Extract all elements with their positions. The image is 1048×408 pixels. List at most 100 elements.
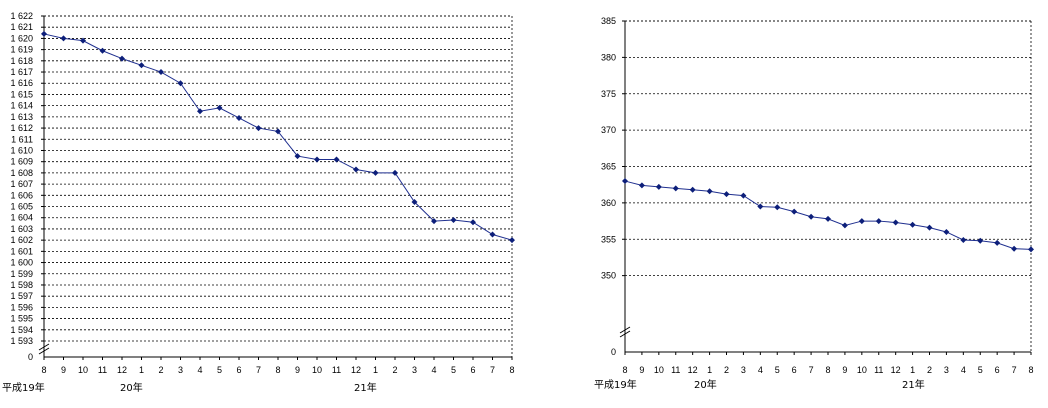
data-point [99,47,106,54]
x-tick-label: 7 [1012,365,1017,375]
y-tick-label: 1 611 [11,134,33,144]
y-tick-label: 365 [601,162,616,172]
x-tick-label: 8 [1028,365,1033,375]
data-point [255,125,262,132]
y-tick-label: 1 600 [10,258,33,268]
data-point [875,218,882,225]
data-point [333,156,340,163]
data-point [138,62,145,69]
x-tick-label: 10 [654,365,664,375]
x-tick-label: 1 [139,365,144,375]
y-tick-label: 1 595 [10,314,33,324]
y-tick-label: 370 [601,125,616,135]
axis-break-mark [38,343,50,351]
y-tick-label: 385 [601,16,616,26]
x-tick-label: 6 [995,365,1000,375]
y-tick-label: 1 596 [10,302,33,312]
x-tick-label: 5 [451,365,456,375]
x-tick-label: 2 [724,365,729,375]
x-tick-label: 1 [910,365,915,375]
axis-break-mark [38,347,50,355]
x-tick-label: 12 [117,365,127,375]
data-point [808,213,815,220]
x-tick-label: 10 [312,365,322,375]
data-point [158,69,164,76]
era-label: 20年 [120,381,143,394]
x-tick-label: 11 [874,365,883,375]
x-tick-label: 2 [927,365,932,375]
y-tick-label: 1 603 [10,224,33,234]
y-zero-label: 0 [611,347,616,357]
data-point [450,216,457,223]
axis-break-mark [619,330,631,338]
y-tick-label: 1 597 [10,291,33,301]
data-point [892,219,899,226]
y-tick-label: 1 606 [10,190,33,200]
y-tick-label: 1 604 [10,213,33,223]
data-point [858,218,865,225]
y-tick-label: 1 619 [10,45,33,55]
data-point [314,156,320,163]
era-label: 20年 [694,378,717,391]
y-tick-label: 1 617 [10,67,33,77]
x-tick-label: 6 [470,365,475,375]
data-point [392,169,398,176]
data-point [689,186,696,193]
x-tick-label: 12 [891,365,901,375]
y-tick-label: 355 [601,234,616,244]
y-tick-label: 375 [601,89,616,99]
y-tick-label: 1 616 [10,78,33,88]
x-tick-label: 5 [775,365,780,375]
y-tick-label: 1 609 [10,157,33,167]
x-tick-label: 2 [158,365,163,375]
y-tick-label: 1 612 [10,123,33,133]
y-tick-label: 380 [601,52,616,62]
data-point [791,208,798,215]
data-point [994,239,1001,246]
data-point [411,199,418,206]
x-tick-label: 5 [978,365,983,375]
x-tick-label: 3 [741,365,746,375]
data-point [622,178,628,185]
y-tick-label: 1 607 [10,179,33,189]
series-line [43,33,513,241]
x-tick-label: 11 [332,365,341,375]
x-tick-label: 8 [275,365,280,375]
y-tick-label: 1 598 [10,280,33,290]
data-point [216,104,223,111]
data-point [825,215,831,222]
data-point [943,228,950,235]
era-label: 21年 [354,381,377,394]
x-tick-label: 7 [809,365,814,375]
x-tick-label: 12 [688,365,698,375]
x-tick-label: 6 [792,365,797,375]
x-tick-label: 9 [295,365,300,375]
x-tick-label: 12 [351,365,361,375]
data-point [509,237,515,244]
data-point [655,183,662,190]
data-point [489,231,496,238]
data-point [960,236,967,243]
era-label: 平成19年 [2,381,45,394]
y-tick-label: 1 599 [10,269,33,279]
x-tick-label: 4 [961,365,966,375]
data-point [672,185,679,192]
data-point [757,203,764,210]
data-point [706,188,713,195]
x-tick-label: 4 [431,365,436,375]
x-tick-label: 4 [758,365,763,375]
data-point [197,108,203,115]
y-tick-label: 1 615 [10,89,33,99]
y-tick-label: 1 622 [10,11,33,21]
x-tick-label: 3 [178,365,183,375]
y-tick-label: 1 602 [10,235,33,245]
data-point [977,237,984,244]
data-point [119,55,125,62]
data-point [1028,246,1034,253]
y-tick-label: 1 605 [10,202,33,212]
y-tick-label: 1 593 [10,336,33,346]
y-tick-label: 1 608 [10,168,33,178]
